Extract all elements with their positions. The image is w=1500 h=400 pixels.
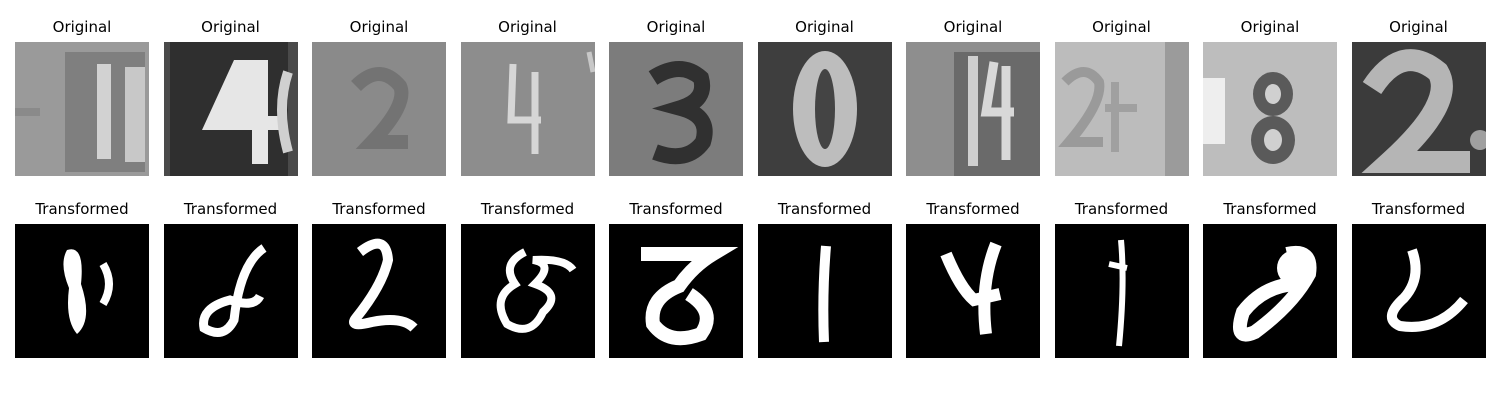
transformed-caption: Transformed (332, 200, 426, 218)
original-image (460, 42, 595, 176)
transformed-image (1054, 224, 1189, 358)
original-image (15, 42, 149, 176)
original-caption: Original (646, 18, 706, 36)
original-image (1054, 42, 1189, 176)
transformed-caption: Transformed (480, 200, 575, 218)
transformed-image (906, 224, 1040, 358)
original-image (1203, 42, 1337, 176)
transformed-caption: Transformed (1223, 200, 1317, 218)
original-image (163, 42, 298, 176)
original-caption: Original (1240, 18, 1300, 36)
transformed-caption: Transformed (1371, 200, 1466, 218)
image-grid: Original Original Original Original Original… (15, 0, 1490, 400)
transformed-image (15, 224, 149, 358)
original-caption: Original (1389, 18, 1448, 36)
original-image (312, 42, 446, 176)
transformed-image (460, 224, 595, 358)
original-caption: Original (943, 18, 1003, 36)
original-caption: Original (1092, 18, 1151, 36)
transformed-caption: Transformed (35, 200, 129, 218)
original-image (906, 42, 1040, 176)
transformed-image (163, 224, 298, 358)
original-caption: Original (498, 18, 557, 36)
transformed-caption: Transformed (183, 200, 278, 218)
original-image (609, 42, 743, 176)
original-image (757, 42, 892, 176)
original-caption: Original (201, 18, 260, 36)
original-caption: Original (52, 18, 112, 36)
transformed-caption: Transformed (1074, 200, 1169, 218)
original-image (1351, 42, 1486, 176)
original-caption: Original (795, 18, 854, 36)
transformed-image (312, 224, 446, 358)
transformed-image (1351, 224, 1486, 358)
transformed-caption: Transformed (777, 200, 872, 218)
transformed-image (1203, 224, 1337, 358)
transformed-caption: Transformed (629, 200, 723, 218)
original-caption: Original (349, 18, 409, 36)
transformed-image (609, 224, 743, 358)
transformed-caption: Transformed (926, 200, 1020, 218)
transformed-image (757, 224, 892, 358)
